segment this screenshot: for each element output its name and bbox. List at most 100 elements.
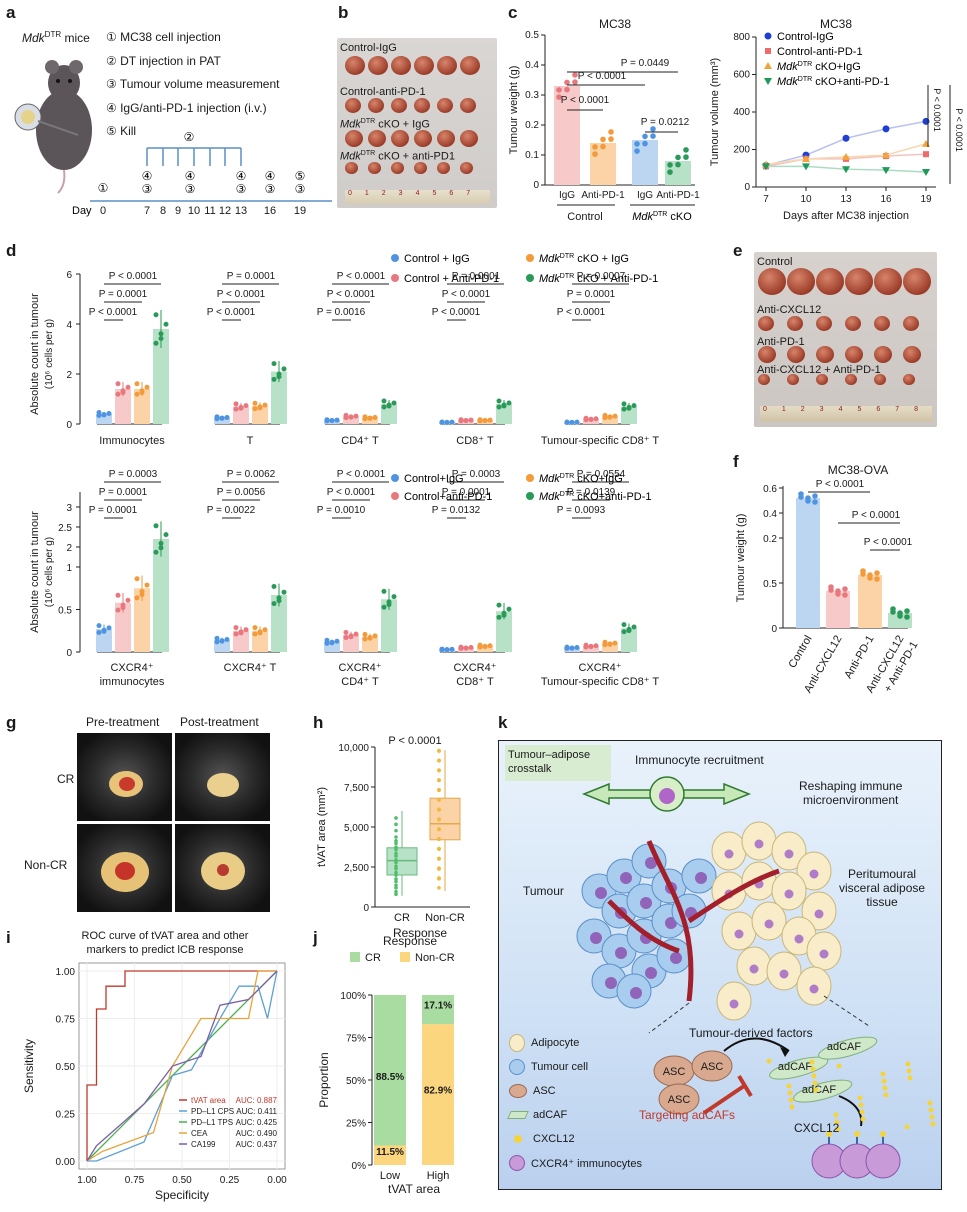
data-point bbox=[621, 406, 627, 412]
data-point bbox=[583, 642, 589, 648]
y-tick-label: 0.00 bbox=[56, 1157, 76, 1168]
cell-nucleus bbox=[595, 887, 607, 899]
data-point bbox=[621, 622, 627, 628]
tumour-specimen bbox=[345, 98, 361, 114]
data-point bbox=[437, 768, 441, 773]
data-point bbox=[477, 642, 483, 648]
schematic-k: Tumour–adipose crosstalk Immunocyte recr… bbox=[498, 740, 942, 1190]
y-tick-label: 0 bbox=[744, 182, 750, 193]
tumour-specimen bbox=[903, 374, 915, 386]
data-point bbox=[281, 589, 287, 595]
data-point bbox=[683, 154, 689, 160]
y-axis-label: (10⁶ cells per g) bbox=[44, 319, 55, 389]
legend-marker bbox=[391, 492, 399, 500]
chart-title: ROC curve of tVAT area and other bbox=[82, 930, 249, 942]
y-tick-label: 0% bbox=[352, 1161, 367, 1172]
legend-label: Control-anti-PD-1 bbox=[777, 46, 863, 58]
data-point bbox=[631, 403, 637, 409]
panel-label-a: a bbox=[6, 3, 16, 22]
tumour-specimen bbox=[787, 374, 799, 386]
y-tick-label: 0 bbox=[771, 624, 777, 635]
data-point bbox=[463, 418, 469, 424]
data-point bbox=[588, 644, 594, 650]
bar-segment-cr bbox=[422, 995, 454, 1025]
y-tick-label: 600 bbox=[733, 70, 750, 81]
panel-label-d: d bbox=[6, 241, 17, 260]
tumour-specimen bbox=[758, 316, 774, 332]
data-point bbox=[600, 143, 606, 150]
data-point bbox=[262, 627, 268, 633]
data-point bbox=[153, 312, 159, 318]
data-point bbox=[386, 403, 392, 409]
data-point bbox=[115, 391, 121, 397]
data-point bbox=[675, 154, 681, 161]
data-point bbox=[449, 646, 455, 652]
tumour-specimen bbox=[414, 56, 434, 75]
tumour-specimen bbox=[437, 130, 455, 148]
p-value: P < 0.0001 bbox=[852, 510, 901, 521]
data-point bbox=[437, 798, 441, 802]
cxcl12-dot bbox=[857, 1095, 863, 1101]
legend-auc: AUC: 0.411 bbox=[236, 1107, 277, 1116]
svg-text:④: ④ bbox=[265, 169, 276, 183]
data-point bbox=[631, 624, 637, 630]
cell-nucleus bbox=[754, 839, 764, 849]
data-point bbox=[120, 605, 126, 611]
bar bbox=[271, 371, 287, 424]
tumour-specimen bbox=[874, 346, 892, 364]
p-value: P = 0.0139 bbox=[567, 487, 616, 498]
p-value: P = 0.0022 bbox=[207, 505, 256, 516]
data-point bbox=[271, 584, 277, 590]
data-point bbox=[153, 549, 159, 555]
data-point bbox=[444, 647, 450, 653]
legend-marker bbox=[526, 492, 534, 500]
data-point bbox=[572, 79, 578, 85]
category-label: Control bbox=[786, 634, 814, 671]
bar bbox=[590, 143, 616, 185]
legend-marker bbox=[391, 254, 399, 262]
y-axis-label: Tumour weight (g) bbox=[735, 514, 747, 603]
asc-cell-icon bbox=[658, 1083, 700, 1115]
y-axis-label: Absolute count in tumour bbox=[29, 293, 41, 415]
panel-label-j: j bbox=[313, 928, 318, 947]
p-value: P < 0.0001 bbox=[89, 307, 138, 318]
category-label: CXCR4⁺ bbox=[578, 662, 621, 674]
data-point bbox=[343, 412, 349, 418]
data-point bbox=[224, 637, 230, 643]
data-point bbox=[805, 498, 811, 504]
tumour-photo-e: Control Anti-CXCL12 Anti-PD-1 Anti-CXCL1… bbox=[754, 252, 937, 427]
data-point bbox=[890, 609, 896, 615]
p-value: P = 0.0062 bbox=[227, 469, 276, 480]
y-axis-label: Proportion bbox=[317, 1052, 331, 1107]
legend-marker bbox=[526, 274, 534, 282]
bar bbox=[621, 628, 637, 652]
x-axis-label: Days after MC38 injection bbox=[783, 210, 909, 222]
data-point bbox=[96, 629, 102, 635]
p-value: P = 0.0132 bbox=[432, 505, 481, 516]
cell-nucleus bbox=[640, 897, 652, 909]
cell-nucleus bbox=[630, 987, 642, 999]
data-point bbox=[642, 133, 648, 140]
bar bbox=[381, 599, 397, 652]
p-value: P = 0.0001 bbox=[227, 271, 276, 282]
tumour-specimen bbox=[845, 316, 861, 332]
y-tick-label: 50% bbox=[346, 1076, 366, 1087]
cxcl12-dot bbox=[881, 1078, 887, 1084]
legend-marker bbox=[765, 48, 771, 54]
tumour-photo-b: Control-IgG Control-anti-PD-1 MdkDTR cKO… bbox=[337, 38, 497, 208]
data-point bbox=[394, 864, 398, 869]
data-point bbox=[501, 612, 507, 618]
legend-label: CEA bbox=[191, 1129, 208, 1138]
data-point bbox=[139, 592, 145, 598]
cxcl12-dot bbox=[904, 1124, 910, 1130]
group-tick-label: IgG bbox=[637, 190, 653, 201]
y-tick-label: 0.2 bbox=[525, 120, 539, 131]
legend-auc: AUC: 0.887 bbox=[236, 1096, 278, 1105]
svg-text:②: ② bbox=[184, 130, 195, 144]
y-tick-label: 100% bbox=[340, 991, 366, 1002]
data-point bbox=[496, 602, 502, 608]
data-point bbox=[381, 604, 387, 610]
data-point bbox=[506, 606, 512, 612]
p-value: P < 0.0001 bbox=[327, 487, 376, 498]
cxcl12-dot bbox=[812, 1080, 818, 1086]
